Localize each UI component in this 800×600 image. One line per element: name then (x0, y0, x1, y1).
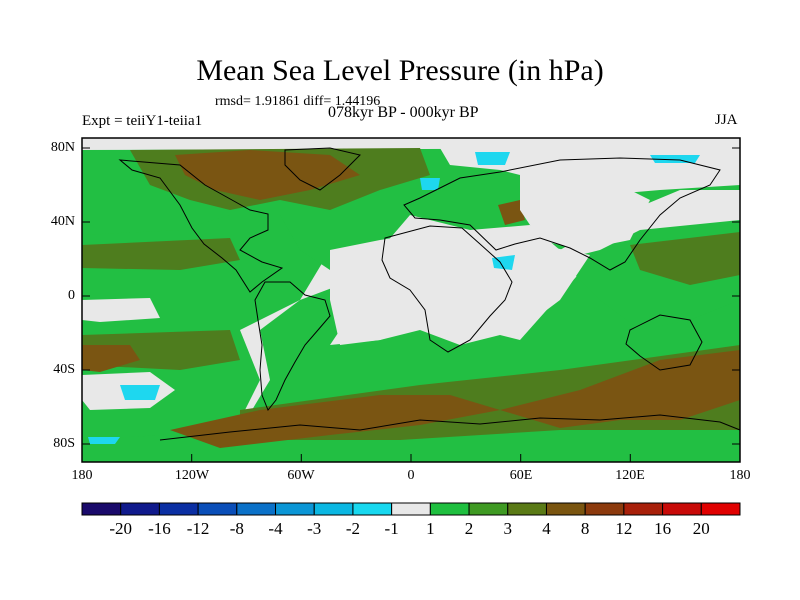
colorbar-label: 3 (503, 519, 513, 538)
lon-ticks (81, 454, 741, 462)
field-brown-central-asia (498, 200, 525, 225)
colorbar-label: 12 (615, 519, 633, 538)
lon-label-120w: 120W (174, 468, 210, 483)
field-neutral-asia (520, 170, 650, 250)
field-brown-greenland (175, 150, 360, 200)
colorbar-label: -20 (109, 519, 133, 538)
colorbar-swatch (507, 502, 547, 516)
colorbar-swatch (236, 502, 277, 516)
colorbar-swatch (313, 502, 354, 516)
field-neutral-africa (330, 230, 590, 345)
colorbar-swatch (545, 502, 586, 516)
colorbar-swatch (468, 502, 509, 516)
lat-ticks (82, 147, 740, 445)
lat-label-0: 0 (68, 288, 75, 303)
colorbar-swatch (662, 502, 702, 516)
colorbar-label: -8 (229, 519, 244, 538)
experiment-label: Expt = teiiY1-teiia1 (82, 113, 203, 129)
field-cyan-3 (120, 385, 160, 400)
coast-greenland (284, 147, 361, 191)
colorbar-label: 4 (542, 519, 551, 538)
lon-label-60w: 60W (287, 468, 315, 483)
colorbar-swatch (584, 502, 625, 516)
colorbar-swatch (197, 502, 238, 516)
lat-label-40s: 40S (53, 362, 75, 377)
lat-label-80n: 80N (50, 140, 75, 155)
lon-label-60e: 60E (509, 468, 533, 483)
field-darkgreen-npacific (82, 238, 240, 270)
period-label: 078kyr BP - 000kyr BP (328, 104, 479, 121)
colorbar-label: 2 (464, 519, 474, 538)
field-brown-sband1 (170, 395, 500, 448)
colorbar (81, 502, 741, 516)
colorbar-swatch (81, 502, 122, 516)
colorbar-label: -4 (268, 519, 283, 538)
colorbar-swatch (120, 502, 160, 516)
lon-label-180e: 180 (729, 468, 751, 483)
lat-label-40n: 40N (50, 214, 75, 229)
colorbar-swatch (352, 502, 393, 516)
colorbar-label: 8 (580, 519, 590, 538)
colorbar-label: -1 (384, 519, 399, 538)
field-cyan-1 (475, 152, 510, 165)
field-darkgreen-wpac (630, 232, 740, 285)
colorbar-label: -2 (345, 519, 361, 538)
colorbar-swatch (623, 502, 664, 516)
coast-africa (381, 225, 513, 353)
coast-europe-asia (403, 157, 721, 271)
colorbar-label: 16 (654, 519, 672, 538)
field-cyan-2 (650, 155, 700, 163)
colorbar-swatch (700, 502, 741, 516)
season-label: JJA (715, 112, 738, 128)
colorbar-label: 20 (692, 519, 710, 538)
colorbar-swatch (275, 502, 315, 516)
coastlines (118, 147, 741, 441)
coast-north-america (118, 159, 284, 293)
colorbar-swatch (429, 502, 470, 516)
field-brown-spacific (82, 345, 140, 372)
stats-text: rmsd= 1.91861 diff= 1.44196 (215, 94, 381, 109)
colorbar-swatch (158, 502, 199, 516)
lon-label-180w: 180 (71, 468, 93, 483)
field-cyan-6 (420, 178, 440, 190)
coast-antarctica (159, 414, 741, 441)
coast-south-america (254, 281, 331, 411)
lat-label-80s: 80S (53, 436, 75, 451)
field-cyan-5 (492, 255, 515, 270)
field-cyan-4 (88, 437, 120, 444)
colorbar-label: 1 (426, 519, 435, 538)
colorbar-swatch (391, 502, 431, 516)
lon-label-120e: 120E (615, 468, 645, 483)
lon-label-0: 0 (407, 468, 415, 483)
map-title: Mean Sea Level Pressure (in hPa) (196, 54, 604, 87)
colorbar-label: -16 (148, 519, 171, 538)
field-brown-sband2 (500, 350, 740, 428)
colorbar-label: -3 (307, 519, 322, 538)
field-neutral-nepacific (82, 298, 160, 322)
coast-australia (625, 314, 703, 371)
map-field (82, 138, 741, 462)
colorbar-label: -12 (186, 519, 210, 538)
